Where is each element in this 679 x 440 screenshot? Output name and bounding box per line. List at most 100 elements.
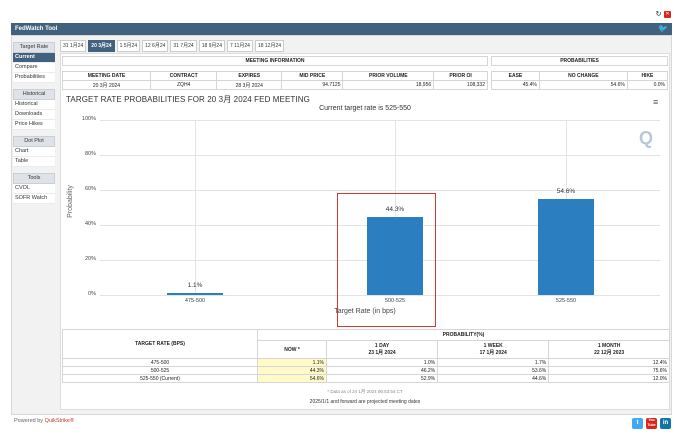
col-now: NOW * (257, 340, 327, 359)
no-change-value: 54.6% (538, 80, 628, 90)
rate-cell: 500-525 (62, 366, 258, 375)
refresh-icon[interactable]: ↻ (655, 11, 662, 18)
prior-oi-value: 108,332 (433, 80, 488, 90)
app-title: FedWatch Tool (15, 26, 58, 32)
youtube-icon[interactable]: You Tube (646, 418, 657, 429)
probabilities-summary-table: PROBABILITIES EASE NO CHANGE HIKE 45.4% … (491, 56, 669, 90)
meeting-info-title: MEETING INFORMATION (62, 56, 488, 66)
contract-value: ZQH4 (149, 80, 218, 90)
probabilities-title: PROBABILITIES (491, 56, 668, 66)
sidebar-head-historical: Historical (13, 89, 55, 100)
twitter-bird-icon[interactable]: 🐦 (658, 24, 668, 33)
tab-meeting[interactable]: 18 12月24 (254, 40, 285, 52)
header-cell: MEETING DATE (62, 71, 151, 81)
header-cell: EASE (491, 71, 540, 81)
col-1-day: 1 DAY 23 1月 2024 (325, 340, 439, 359)
tab-meeting[interactable]: 1 5月24 (116, 40, 141, 52)
sidebar-head-target-rate[interactable]: Target Rate (13, 42, 55, 53)
col-date: 17 1月 2024 (479, 350, 507, 356)
meeting-tabs: 31 1月24 20 3月24 1 5月24 12 6月24 31 7月24 1… (60, 40, 285, 52)
col-date: 23 1月 2024 (368, 350, 396, 356)
col-1-week: 1 WEEK 17 1月 2024 (437, 340, 550, 359)
probability-header: PROBABILITY(%) (257, 329, 670, 341)
tab-meeting[interactable]: 18 9月24 (198, 40, 225, 52)
header-cell: NO CHANGE (538, 71, 628, 81)
mid-price-value: 94.7125 (281, 80, 344, 90)
sidebar-item-downloads[interactable]: Downloads (13, 110, 55, 120)
powered-by-label: Powered by (14, 418, 44, 424)
y-axis-title: Probability (66, 185, 74, 218)
sidebar-item-probabilities[interactable]: Probabilities (13, 73, 55, 83)
tab-meeting-selected[interactable]: 20 3月24 (88, 40, 115, 52)
target-rate-header: TARGET RATE (BPS) (62, 329, 258, 359)
header-cell: HIKE (626, 71, 669, 81)
tab-meeting[interactable]: 7 11月24 (227, 40, 253, 52)
table-row: 525-550 (Current) 54.6% 52.9% 44.6% 12.0… (62, 374, 670, 383)
sidebar: Target Rate Current Compare Probabilitie… (13, 39, 55, 204)
chart-subtitle: Current target rate is 525-550 (319, 105, 411, 112)
week-cell: 1.7% (437, 358, 550, 367)
rate-cell: 475-500 (62, 358, 258, 367)
col-now-label: NOW * (284, 346, 300, 353)
linkedin-icon[interactable]: in (660, 418, 671, 429)
sidebar-item-current[interactable]: Current (13, 53, 55, 63)
hamburger-menu-icon[interactable]: ≡ (653, 97, 659, 107)
highlight-box (337, 193, 436, 327)
rate-cell: 525-550 (Current) (62, 374, 258, 383)
chart-title: TARGET RATE PROBABILITIES FOR 20 3月 2024… (66, 95, 310, 104)
header-cell: PRIOR OI (433, 71, 488, 81)
sidebar-item-compare[interactable]: Compare (13, 63, 55, 73)
x-axis-title: Target Rate (in bps) (334, 308, 396, 315)
day-cell: 52.9% (325, 374, 439, 383)
month-cell: 12.0% (548, 374, 670, 383)
prior-volume-value: 18,956 (342, 80, 435, 90)
quikstrike-logo: Q (639, 128, 654, 148)
data-timestamp-note: * Data as of 24 1月 2024 06:53:54 CT (327, 389, 403, 394)
now-cell: 1.1% (257, 358, 327, 367)
month-cell: 12.4% (548, 358, 670, 367)
sidebar-head-tools: Tools (13, 173, 55, 184)
col-label: 1 MONTH (597, 343, 621, 349)
window-controls: ↻ ✕ (655, 11, 671, 18)
hike-value: 0.0% (626, 80, 669, 90)
day-cell: 1.0% (325, 358, 439, 367)
probability-table: TARGET RATE (BPS) PROBABILITY(%) NOW * 1… (62, 329, 670, 383)
social-links: t You Tube in (632, 418, 671, 429)
meeting-info-table: MEETING INFORMATION MEETING DATE CONTRAC… (62, 56, 488, 90)
sidebar-item-chart[interactable]: Chart (13, 147, 55, 157)
app-title-bar: FedWatch Tool 🐦 (11, 23, 672, 35)
sidebar-item-price-hikes[interactable]: Price Hikes (13, 120, 55, 130)
sidebar-item-cvol[interactable]: CVOL (13, 184, 55, 194)
twitter-icon[interactable]: t (632, 418, 643, 429)
now-cell: 54.6% (257, 374, 327, 383)
day-cell: 46.2% (325, 366, 439, 375)
header-cell: MID PRICE (281, 71, 344, 81)
sidebar-head-dot-plot: Dot Plot (13, 136, 55, 147)
header-cell: PRIOR VOLUME (342, 71, 435, 81)
quikstrike-brand-link[interactable]: QuikStrike® (44, 418, 74, 424)
month-cell: 75.6% (548, 366, 670, 375)
close-icon[interactable]: ✕ (664, 11, 671, 18)
tab-meeting[interactable]: 31 7月24 (170, 40, 197, 52)
tab-meeting[interactable]: 12 6月24 (142, 40, 169, 52)
table-row: 500-525 44.3% 46.2% 53.6% 75.6% (62, 366, 670, 375)
meeting-date-value: 20 3月 2024 (62, 80, 151, 90)
sidebar-item-table[interactable]: Table (13, 157, 55, 167)
week-cell: 53.6% (437, 366, 550, 375)
powered-by: Powered by QuikStrike® (14, 418, 74, 424)
col-label: 1 DAY (374, 343, 390, 349)
ease-value: 45.4% (491, 80, 540, 90)
sidebar-item-historical[interactable]: Historical (13, 100, 55, 110)
col-label: 1 WEEK (483, 343, 503, 349)
table-row: 475-500 1.1% 1.0% 1.7% 12.4% (62, 358, 670, 367)
week-cell: 44.6% (437, 374, 550, 383)
now-cell: 44.3% (257, 366, 327, 375)
projected-dates-footnote: 2025/1/1 and forward are projected meeti… (309, 399, 421, 405)
tab-meeting[interactable]: 31 1月24 (60, 40, 87, 52)
header-cell: EXPIRES (216, 71, 283, 81)
header-cell: CONTRACT (149, 71, 218, 81)
col-date: 22 12月 2023 (594, 350, 625, 356)
col-1-month: 1 MONTH 22 12月 2023 (548, 340, 670, 359)
expires-value: 28 3月 2024 (216, 80, 283, 90)
sidebar-item-sofr-watch[interactable]: SOFR Watch (13, 194, 55, 204)
